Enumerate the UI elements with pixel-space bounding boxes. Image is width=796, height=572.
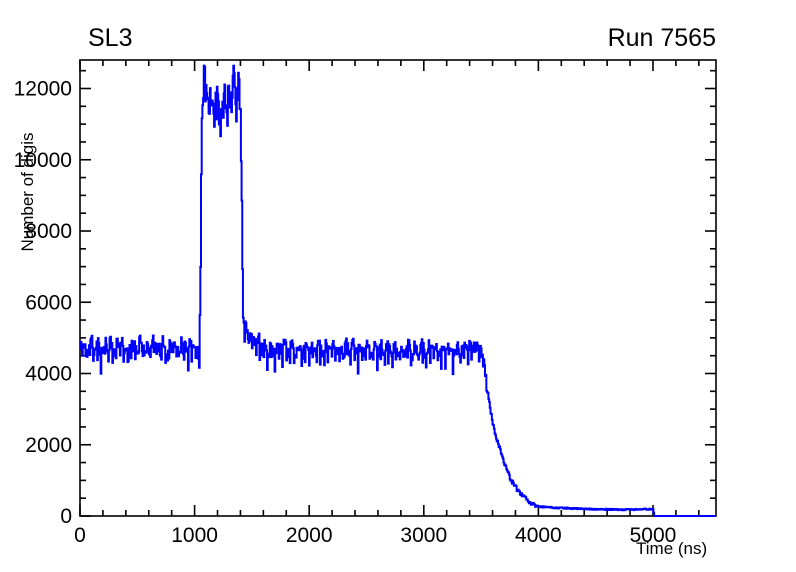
y-axis-tick-labels: 0 2000 4000 6000 8000 10000 12000 — [14, 78, 72, 529]
data-series-group — [79, 64, 716, 517]
plot-frame — [79, 59, 717, 517]
x-tick-label: 1000 — [171, 524, 218, 547]
y-tick-label: 8000 — [25, 220, 72, 243]
x-axis-tick-labels: 0 1000 2000 3000 4000 5000 — [74, 524, 676, 547]
y-axis-ticks — [80, 69, 716, 517]
y-tick-label: 2000 — [25, 434, 72, 457]
x-tick-label: 4000 — [515, 524, 562, 547]
pad-title-left: SL3 — [88, 24, 133, 52]
x-tick-label: 3000 — [400, 524, 447, 547]
x-axis-label: Time (ns) — [636, 539, 708, 558]
x-axis-ticks — [79, 60, 700, 516]
x-tick-label: 0 — [74, 524, 86, 547]
pad-title-right: Run 7565 — [607, 24, 716, 52]
y-tick-label: 10000 — [14, 149, 72, 172]
y-tick-label: 6000 — [25, 291, 72, 314]
y-tick-label: 0 — [60, 505, 72, 528]
y-tick-label: 12000 — [14, 78, 72, 101]
y-tick-label: 4000 — [25, 363, 72, 386]
data-series-line — [79, 64, 716, 517]
x-tick-label: 5000 — [630, 524, 677, 547]
x-tick-label: 2000 — [286, 524, 333, 547]
